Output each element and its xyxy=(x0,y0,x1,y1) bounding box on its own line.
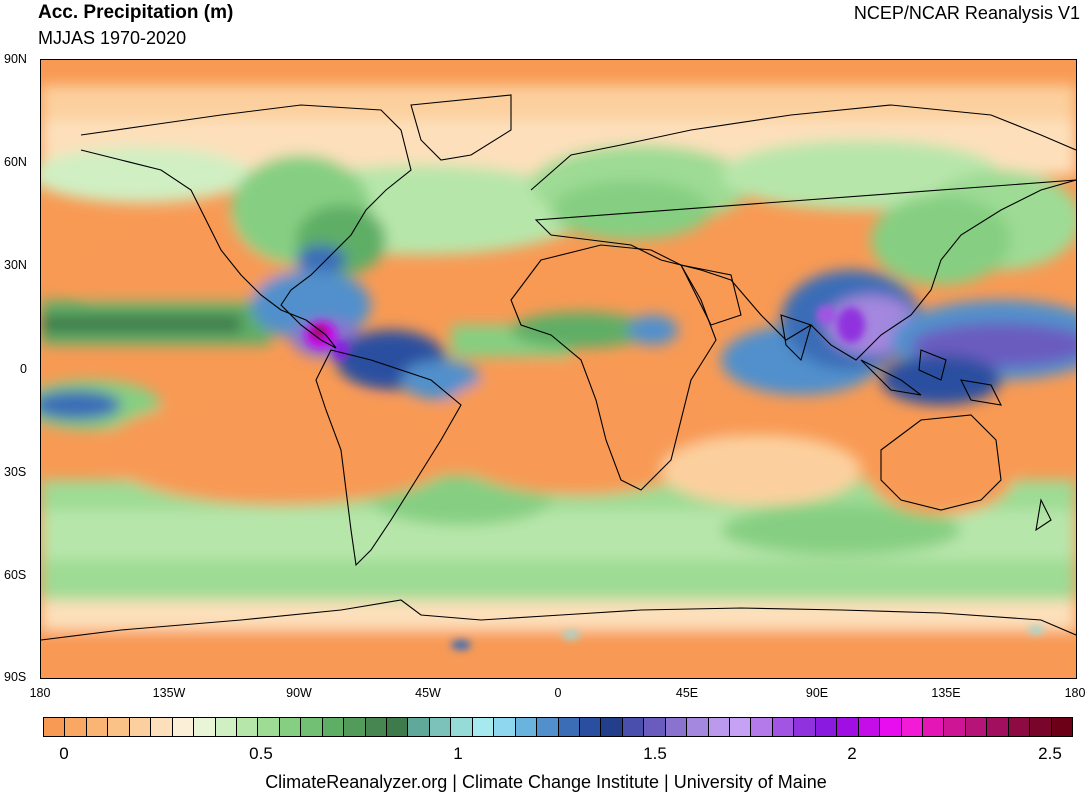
colorbar-swatch xyxy=(365,718,387,736)
colorbar-swatch xyxy=(558,718,580,736)
colorbar-swatch xyxy=(451,718,473,736)
colorbar-swatch xyxy=(537,718,559,736)
colorbar-swatch xyxy=(172,718,195,736)
colorbar-swatch xyxy=(301,718,323,736)
lat-label-30n: 30N xyxy=(4,258,27,272)
colorbar-swatch xyxy=(730,718,752,736)
credit-footer: ClimateReanalyzer.org | Climate Change I… xyxy=(265,772,827,792)
lat-label-60n: 60N xyxy=(4,155,27,169)
colorbar-swatch xyxy=(901,718,923,736)
coastlines xyxy=(41,94,1076,641)
colorbar-swatch xyxy=(86,718,109,736)
map-subtitle: MJJAS 1970-2020 xyxy=(38,28,187,48)
colorbar-swatch xyxy=(772,718,795,736)
colorbar xyxy=(43,717,1073,737)
colorbar-swatch xyxy=(129,718,152,736)
colorbar-swatch xyxy=(44,718,66,736)
lat-label-60s: 60S xyxy=(4,568,27,582)
lon-label-0: 0 xyxy=(554,686,562,700)
colorbar-swatch xyxy=(494,718,516,736)
colorbar-swatch xyxy=(322,718,345,736)
colorbar-swatch xyxy=(987,718,1009,736)
lon-label-180w: 180 xyxy=(29,686,51,700)
colorbar-swatch xyxy=(515,718,538,736)
colorbar-swatch xyxy=(344,718,366,736)
precip-field xyxy=(41,85,1076,678)
colorbar-swatch xyxy=(258,718,280,736)
colorbar-swatch xyxy=(1008,718,1031,736)
colorbar-swatch xyxy=(751,718,773,736)
colorbar-swatch xyxy=(837,718,859,736)
colorbar-swatch xyxy=(279,718,302,736)
colorbar-swatch xyxy=(215,718,237,736)
data-source-label: NCEP/NCAR Reanalysis V1 xyxy=(853,3,1080,23)
lat-label-0: 0 xyxy=(20,362,27,376)
lon-label-45e: 45E xyxy=(675,686,699,700)
colorbar-swatch xyxy=(151,718,173,736)
colorbar-swatch xyxy=(665,718,688,736)
colorbar-label-0: 0 xyxy=(59,744,69,763)
colorbar-swatch xyxy=(644,718,666,736)
colorbar-swatch xyxy=(194,718,216,736)
colorbar-swatch xyxy=(408,718,430,736)
lat-label-90n: 90N xyxy=(4,52,27,66)
colorbar-swatch xyxy=(1030,718,1052,736)
lon-label-135e: 135E xyxy=(931,686,961,700)
colorbar-swatch xyxy=(922,718,945,736)
colorbar-label-1: 1 xyxy=(453,744,463,763)
colorbar-label-2: 2 xyxy=(847,744,857,763)
lon-label-180e: 180 xyxy=(1064,686,1086,700)
colorbar-swatch xyxy=(880,718,902,736)
colorbar-swatch xyxy=(387,718,409,736)
colorbar-swatch xyxy=(944,718,966,736)
lon-label-90e: 90E xyxy=(805,686,829,700)
colorbar-swatch xyxy=(579,718,602,736)
colorbar-swatch xyxy=(1051,718,1072,736)
precipitation-map xyxy=(40,59,1077,679)
colorbar-swatch xyxy=(858,718,881,736)
colorbar-swatch xyxy=(108,718,130,736)
colorbar-swatch xyxy=(472,718,495,736)
lon-label-135w: 135W xyxy=(152,686,186,700)
lon-label-45w: 45W xyxy=(415,686,441,700)
colorbar-swatch xyxy=(687,718,709,736)
colorbar-swatch xyxy=(815,718,838,736)
map-title: Acc. Precipitation (m) xyxy=(38,2,234,23)
colorbar-swatch xyxy=(429,718,452,736)
colorbar-swatch xyxy=(965,718,988,736)
colorbar-swatch xyxy=(236,718,259,736)
lat-label-30s: 30S xyxy=(4,465,27,479)
colorbar-label-0-5: 0.5 xyxy=(249,744,273,763)
lon-label-90w: 90W xyxy=(286,686,312,700)
colorbar-swatch xyxy=(794,718,816,736)
lat-label-90s: 90S xyxy=(4,670,27,684)
colorbar-label-1-5: 1.5 xyxy=(643,744,667,763)
colorbar-label-2-5: 2.5 xyxy=(1038,744,1062,763)
colorbar-swatch xyxy=(622,718,645,736)
colorbar-swatch xyxy=(601,718,623,736)
colorbar-swatch xyxy=(65,718,87,736)
colorbar-swatch xyxy=(708,718,730,736)
